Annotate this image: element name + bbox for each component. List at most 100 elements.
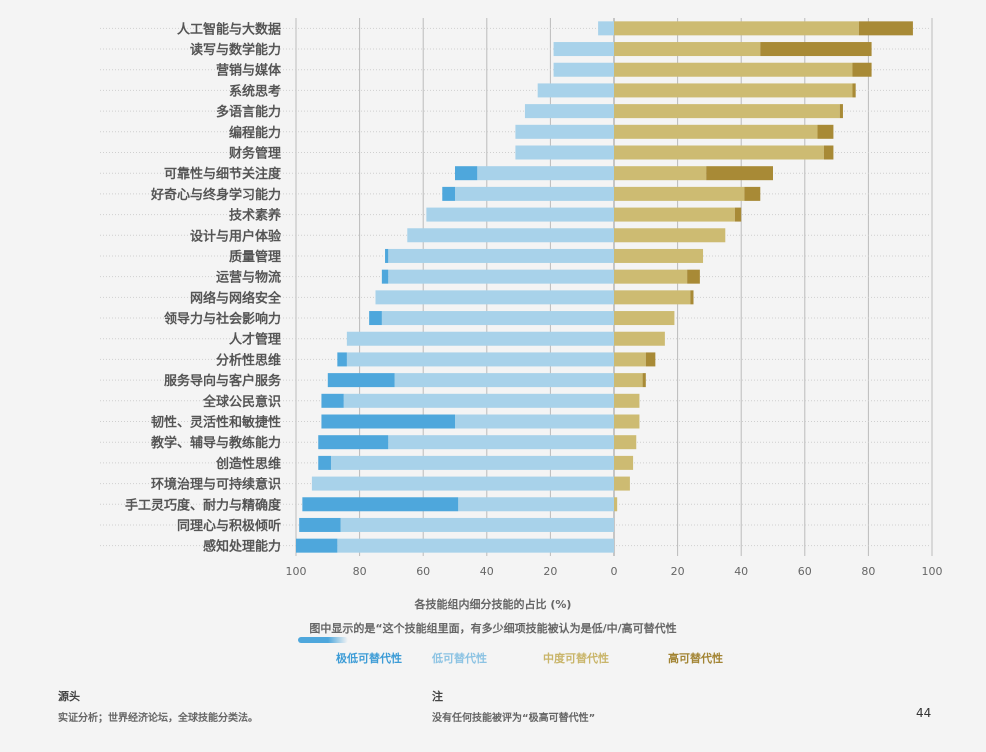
category-label: 分析性思维 [216,352,281,368]
chart-subtitle: 图中显示的是“这个技能组里面，有多少细项技能被认为是低/中/高可替代性 [309,622,677,635]
x-tick-label: 0 [611,565,618,578]
category-labels: 人工智能与大数据读写与数学能力营销与媒体系统思考多语言能力编程能力财务管理可靠性… [125,21,282,554]
category-label: 读写与数学能力 [190,42,281,58]
bar-segment [381,311,614,326]
bar-segment [760,42,872,57]
category-label: 手工灵巧度、耐力与精确度 [125,497,282,513]
bar-segment [744,186,761,201]
bar-segment [385,248,389,263]
bar-segment [614,83,853,98]
category-label: 同理心与积极倾听 [177,518,281,534]
bar-segment [614,435,637,450]
legend-entry-very-low: 极低可替代性 [336,652,402,665]
legend-gradient-swatch [298,637,348,643]
bar-segment [614,393,640,408]
bar-segment [375,290,614,305]
bar-segment [614,228,726,243]
bar-segment [318,455,331,470]
bar-segment [734,207,742,222]
bar-segment [299,517,341,532]
bar-segment [455,414,614,429]
category-label: 环境治理与可持续意识 [151,477,281,493]
category-label: 领导力与社会影响力 [164,311,281,327]
category-label: 全球公民意识 [202,394,281,410]
bar-segment [537,83,614,98]
bar-segment [614,373,643,388]
bar-segment [614,290,691,305]
bar-segment [614,269,688,284]
category-label: 人工智能与大数据 [177,21,281,37]
bar-segment [330,455,614,470]
bar-segment [614,124,818,139]
x-tick-label: 40 [734,565,748,578]
bar-segment [614,166,707,181]
category-label: 系统思考 [229,83,281,99]
bar-segment [327,373,395,388]
bar-segment [687,269,700,284]
bar-segment [337,352,347,367]
bar-segment [515,145,614,160]
x-axis-label: 各技能组内细分技能的占比 (%) [414,598,572,611]
category-label: 可靠性与细节关注度 [164,166,282,182]
bar-segment [388,435,614,450]
bar-segment [614,497,618,512]
bar-segment [388,269,614,284]
source-text: 实证分析；世界经济论坛，全球技能分类法。 [58,713,258,724]
source-heading: 源头 [58,690,80,703]
bar-segment [614,352,646,367]
category-label: 教学、辅导与教练能力 [150,435,281,451]
bar-segment [614,455,634,470]
bar-segment [381,269,389,284]
bar-segment [455,166,478,181]
category-label: 运营与物流 [216,270,281,286]
bar-segment [614,248,704,263]
legend-entry-medium: 中度可替代性 [543,652,609,665]
page-number: 44 [916,706,932,720]
category-label: 营销与媒体 [216,63,282,79]
bar-segment [388,248,614,263]
bar-segment [442,186,455,201]
bar-segment [340,517,614,532]
bar-segment [690,290,694,305]
x-tick-label: 60 [416,565,430,578]
x-tick-label: 80 [353,565,367,578]
category-label: 服务导向与客户服务 [164,373,282,389]
bar-segment [614,21,859,36]
bar-segment [426,207,614,222]
bar-segment [321,393,344,408]
bars [296,21,913,553]
x-tick-label: 100 [922,565,943,578]
bar-segment [337,538,614,553]
bar-segment [394,373,614,388]
category-label: 财务管理 [229,146,281,162]
bar-segment [823,145,834,160]
bar-segment [858,21,913,36]
category-label: 网络与网络安全 [190,290,282,306]
x-tick-labels: 100 80 60 40 20 0 20 40 60 80 100 [286,565,943,578]
bar-segment [852,83,856,98]
bar-segment [614,186,745,201]
bar-segment [455,186,614,201]
category-label: 多语言能力 [216,104,281,120]
bar-segment [553,42,614,57]
bar-segment [458,497,614,512]
bar-segment [343,393,614,408]
note-heading: 注 [432,690,443,703]
bar-segment [614,476,630,491]
bar-segment [346,331,614,346]
bar-segment [645,352,656,367]
bar-segment [553,62,614,77]
bar-segment [614,311,675,326]
category-label: 创造性思维 [215,456,281,472]
bar-segment [477,166,614,181]
bar-chart: 人工智能与大数据读写与数学能力营销与媒体系统思考多语言能力编程能力财务管理可靠性… [100,18,943,578]
category-label: 编程能力 [229,125,281,141]
x-tick-label: 80 [861,565,875,578]
bar-segment [296,538,338,553]
category-label: 韧性、灵活性和敏捷性 [151,415,281,431]
bar-segment [852,62,872,77]
x-tick-label: 100 [286,565,307,578]
category-label: 技术素养 [229,208,282,224]
legend-entry-low: 低可替代性 [432,652,487,665]
bar-segment [817,124,834,139]
